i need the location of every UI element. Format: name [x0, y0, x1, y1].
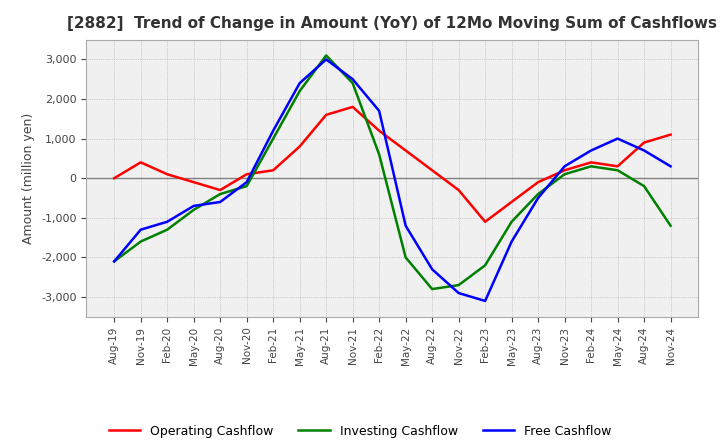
Operating Cashflow [640, 140, 649, 145]
Free Cashflow [481, 298, 490, 304]
Free Cashflow [348, 77, 357, 82]
Operating Cashflow [216, 187, 225, 193]
Free Cashflow [375, 108, 384, 114]
Free Cashflow [216, 199, 225, 205]
Investing Cashflow [613, 168, 622, 173]
Investing Cashflow [216, 191, 225, 197]
Investing Cashflow [534, 191, 542, 197]
Investing Cashflow [189, 207, 198, 213]
Line: Operating Cashflow: Operating Cashflow [114, 107, 670, 222]
Free Cashflow [401, 223, 410, 228]
Free Cashflow [613, 136, 622, 141]
Operating Cashflow [348, 104, 357, 110]
Free Cashflow [269, 128, 277, 133]
Free Cashflow [454, 290, 463, 296]
Operating Cashflow [560, 168, 569, 173]
Investing Cashflow [454, 282, 463, 288]
Operating Cashflow [322, 112, 330, 117]
Free Cashflow [587, 148, 595, 153]
Investing Cashflow [136, 239, 145, 244]
Operating Cashflow [163, 172, 171, 177]
Investing Cashflow [375, 152, 384, 157]
Operating Cashflow [189, 180, 198, 185]
Y-axis label: Amount (million yen): Amount (million yen) [22, 113, 35, 244]
Legend: Operating Cashflow, Investing Cashflow, Free Cashflow: Operating Cashflow, Investing Cashflow, … [104, 420, 616, 440]
Investing Cashflow [110, 259, 119, 264]
Operating Cashflow [401, 148, 410, 153]
Investing Cashflow [560, 172, 569, 177]
Operating Cashflow [243, 172, 251, 177]
Free Cashflow [560, 164, 569, 169]
Operating Cashflow [587, 160, 595, 165]
Investing Cashflow [163, 227, 171, 232]
Investing Cashflow [269, 136, 277, 141]
Investing Cashflow [666, 223, 675, 228]
Line: Free Cashflow: Free Cashflow [114, 59, 670, 301]
Operating Cashflow [428, 168, 436, 173]
Operating Cashflow [508, 199, 516, 205]
Free Cashflow [110, 259, 119, 264]
Free Cashflow [508, 239, 516, 244]
Free Cashflow [666, 164, 675, 169]
Free Cashflow [295, 81, 304, 86]
Investing Cashflow [587, 164, 595, 169]
Operating Cashflow [481, 219, 490, 224]
Investing Cashflow [243, 183, 251, 189]
Investing Cashflow [508, 219, 516, 224]
Operating Cashflow [613, 164, 622, 169]
Free Cashflow [163, 219, 171, 224]
Operating Cashflow [295, 144, 304, 149]
Free Cashflow [189, 203, 198, 209]
Line: Investing Cashflow: Investing Cashflow [114, 55, 670, 289]
Operating Cashflow [136, 160, 145, 165]
Free Cashflow [428, 267, 436, 272]
Investing Cashflow [481, 263, 490, 268]
Operating Cashflow [534, 180, 542, 185]
Investing Cashflow [640, 183, 649, 189]
Investing Cashflow [322, 53, 330, 58]
Operating Cashflow [666, 132, 675, 137]
Operating Cashflow [375, 128, 384, 133]
Investing Cashflow [295, 88, 304, 94]
Free Cashflow [136, 227, 145, 232]
Investing Cashflow [348, 81, 357, 86]
Free Cashflow [322, 57, 330, 62]
Title: [2882]  Trend of Change in Amount (YoY) of 12Mo Moving Sum of Cashflows: [2882] Trend of Change in Amount (YoY) o… [68, 16, 717, 32]
Free Cashflow [640, 148, 649, 153]
Operating Cashflow [110, 176, 119, 181]
Operating Cashflow [269, 168, 277, 173]
Free Cashflow [243, 180, 251, 185]
Free Cashflow [534, 195, 542, 201]
Operating Cashflow [454, 187, 463, 193]
Investing Cashflow [401, 255, 410, 260]
Investing Cashflow [428, 286, 436, 292]
